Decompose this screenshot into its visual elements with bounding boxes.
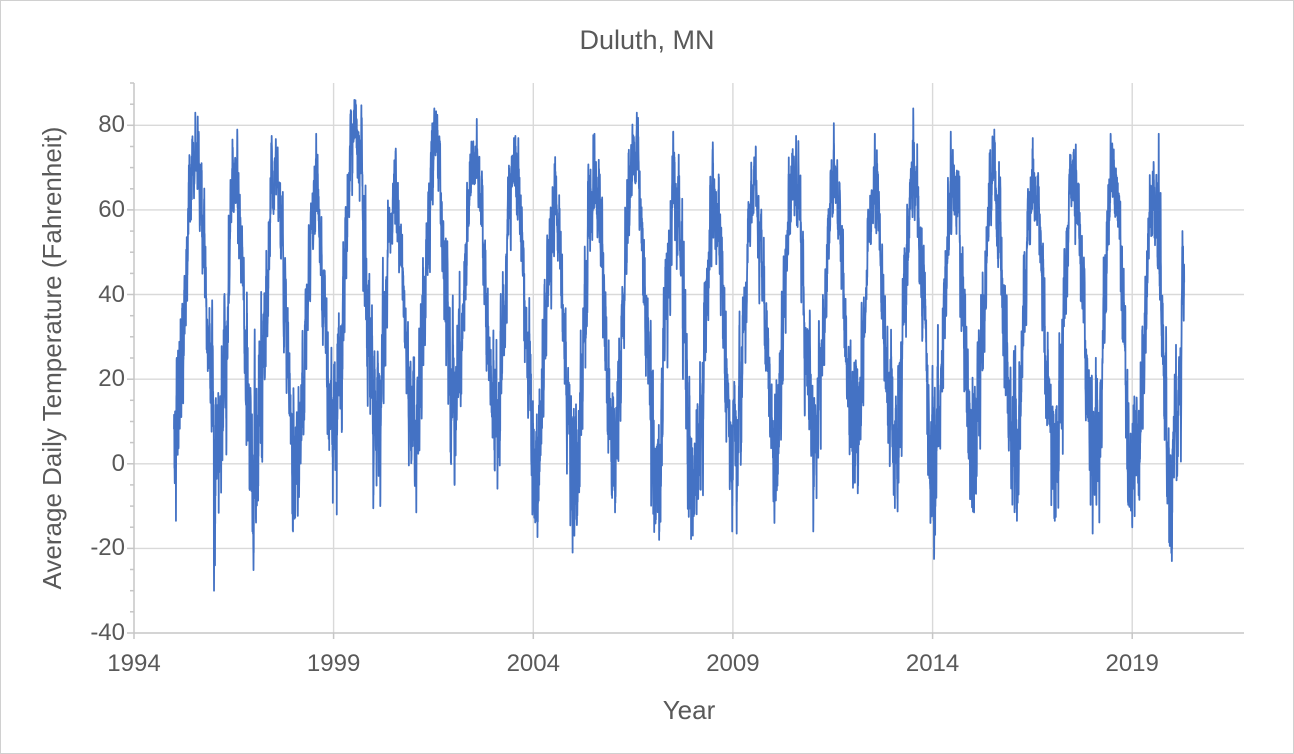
x-tick-label: 2019 bbox=[1105, 650, 1159, 677]
y-tick-label: -20 bbox=[90, 534, 125, 562]
x-tick-label: 1999 bbox=[306, 650, 361, 677]
temperature-series-line bbox=[173, 99, 1186, 592]
axes bbox=[127, 82, 1244, 639]
x-tick-label: 1994 bbox=[107, 650, 161, 677]
x-axis-title: Year bbox=[662, 695, 716, 725]
y-tick-label: 60 bbox=[98, 195, 125, 223]
y-tick-label: 80 bbox=[98, 111, 125, 139]
y-tick-label: 0 bbox=[111, 449, 125, 477]
x-tick-label: 2009 bbox=[706, 650, 760, 677]
y-tick-label: 40 bbox=[98, 280, 125, 308]
gridlines bbox=[134, 83, 1244, 633]
y-tick-label: -40 bbox=[90, 619, 125, 646]
x-tick-label: 2014 bbox=[905, 650, 960, 677]
chart-title: Duluth, MN bbox=[579, 25, 715, 55]
y-tick-label: 20 bbox=[98, 365, 125, 393]
x-tick-label: 2004 bbox=[506, 650, 560, 677]
y-axis-title: Average Daily Temperature (Fahrenheit) bbox=[37, 126, 67, 590]
